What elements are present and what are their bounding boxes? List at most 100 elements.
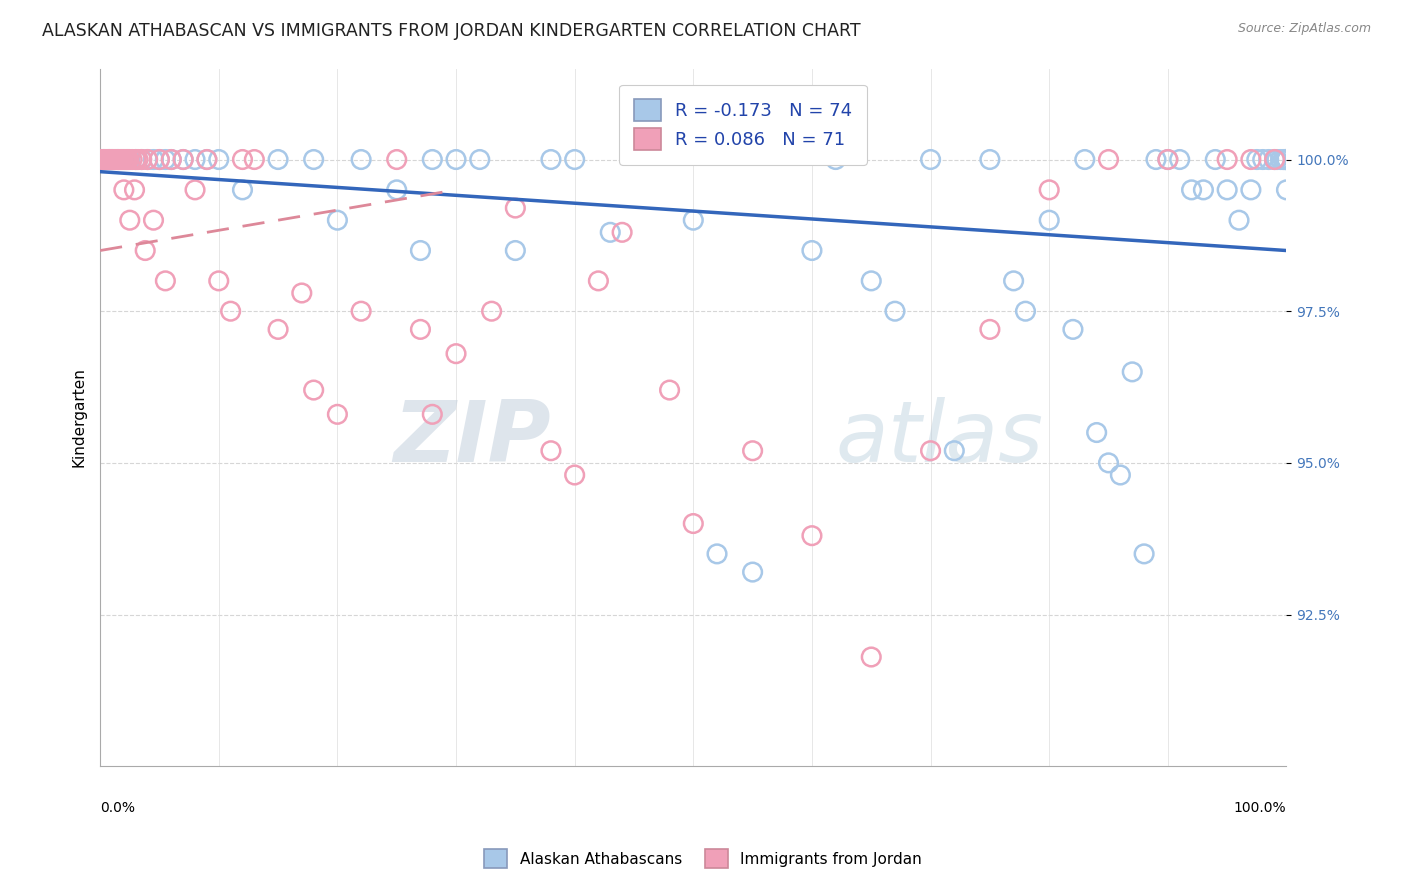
Point xyxy=(160,153,183,167)
Point xyxy=(658,383,681,397)
Point xyxy=(98,153,121,167)
Point xyxy=(1097,153,1119,167)
Point xyxy=(195,153,218,167)
Point xyxy=(860,650,883,665)
Point xyxy=(291,285,314,300)
Point xyxy=(800,529,823,543)
Point xyxy=(231,183,253,197)
Point xyxy=(1204,153,1226,167)
Point xyxy=(505,244,527,258)
Point xyxy=(824,153,846,167)
Point xyxy=(136,153,159,167)
Point xyxy=(1192,183,1215,197)
Point xyxy=(1275,153,1298,167)
Point xyxy=(267,153,290,167)
Point xyxy=(243,153,266,167)
Point xyxy=(979,153,1001,167)
Point xyxy=(267,322,290,336)
Point xyxy=(1264,153,1286,167)
Point xyxy=(1240,153,1263,167)
Point xyxy=(860,274,883,288)
Point xyxy=(468,153,491,167)
Point xyxy=(124,183,146,197)
Point xyxy=(184,183,207,197)
Point xyxy=(444,153,467,167)
Point xyxy=(155,153,177,167)
Point xyxy=(1144,153,1167,167)
Point xyxy=(409,322,432,336)
Point xyxy=(195,153,218,167)
Point xyxy=(1216,183,1239,197)
Point xyxy=(1157,153,1180,167)
Point xyxy=(1270,153,1292,167)
Point xyxy=(682,213,704,227)
Point xyxy=(884,304,907,318)
Legend: Alaskan Athabascans, Immigrants from Jordan: Alaskan Athabascans, Immigrants from Jor… xyxy=(477,841,929,875)
Point xyxy=(125,153,148,167)
Point xyxy=(101,153,124,167)
Point xyxy=(96,153,118,167)
Text: 0.0%: 0.0% xyxy=(100,801,135,815)
Text: ALASKAN ATHABASCAN VS IMMIGRANTS FROM JORDAN KINDERGARTEN CORRELATION CHART: ALASKAN ATHABASCAN VS IMMIGRANTS FROM JO… xyxy=(42,22,860,40)
Point xyxy=(107,153,129,167)
Point xyxy=(1216,153,1239,167)
Point xyxy=(1133,547,1156,561)
Point xyxy=(1275,183,1298,197)
Point xyxy=(1275,153,1298,167)
Point xyxy=(1085,425,1108,440)
Point xyxy=(682,516,704,531)
Point xyxy=(599,225,621,239)
Point xyxy=(1240,183,1263,197)
Point xyxy=(93,153,115,167)
Point xyxy=(1074,153,1097,167)
Point xyxy=(741,443,763,458)
Point xyxy=(1251,153,1274,167)
Point xyxy=(108,153,131,167)
Point xyxy=(121,153,143,167)
Point xyxy=(90,153,112,167)
Point xyxy=(172,153,194,167)
Point xyxy=(118,213,141,227)
Point xyxy=(943,443,966,458)
Point xyxy=(540,153,562,167)
Point xyxy=(1227,213,1250,227)
Point xyxy=(1265,153,1288,167)
Text: Source: ZipAtlas.com: Source: ZipAtlas.com xyxy=(1237,22,1371,36)
Point xyxy=(94,153,117,167)
Point xyxy=(117,153,139,167)
Point xyxy=(1246,153,1268,167)
Point xyxy=(131,153,153,167)
Text: 100.0%: 100.0% xyxy=(1234,801,1286,815)
Point xyxy=(208,153,231,167)
Point xyxy=(540,443,562,458)
Point xyxy=(148,153,170,167)
Point xyxy=(115,153,138,167)
Point xyxy=(1257,153,1279,167)
Point xyxy=(93,153,115,167)
Point xyxy=(741,565,763,579)
Point xyxy=(219,304,242,318)
Point xyxy=(1038,213,1060,227)
Point xyxy=(107,153,129,167)
Point xyxy=(920,443,942,458)
Point xyxy=(302,153,325,167)
Point xyxy=(385,153,408,167)
Point xyxy=(1002,274,1025,288)
Point xyxy=(114,153,136,167)
Point xyxy=(1097,456,1119,470)
Point xyxy=(800,244,823,258)
Point xyxy=(97,153,120,167)
Point xyxy=(98,153,121,167)
Y-axis label: Kindergarten: Kindergarten xyxy=(72,368,86,467)
Point xyxy=(326,213,349,227)
Point xyxy=(142,153,165,167)
Point xyxy=(172,153,194,167)
Point xyxy=(103,153,125,167)
Point xyxy=(1180,183,1202,197)
Point xyxy=(142,213,165,227)
Point xyxy=(105,153,128,167)
Point xyxy=(91,153,114,167)
Point xyxy=(104,153,127,167)
Point xyxy=(112,153,135,167)
Point xyxy=(350,304,373,318)
